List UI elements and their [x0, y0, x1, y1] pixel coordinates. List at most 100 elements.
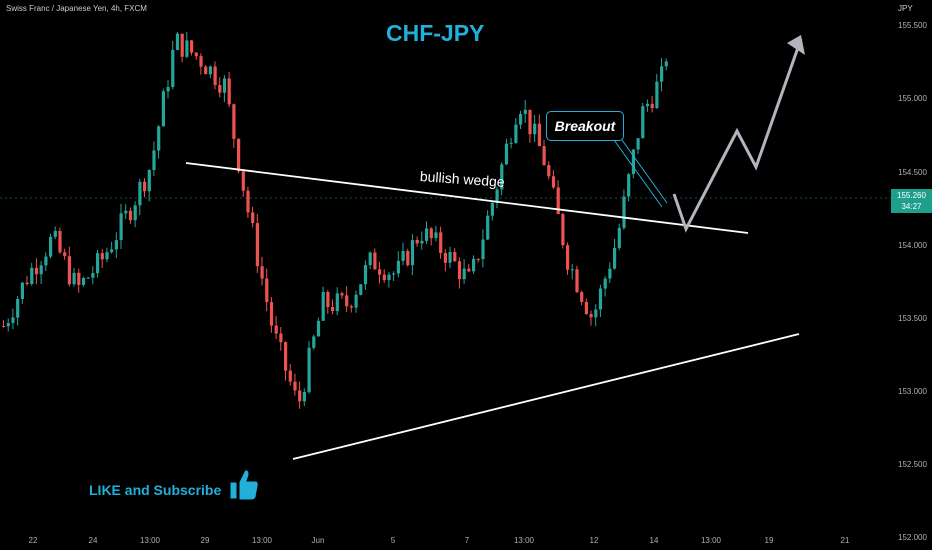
candle-body — [523, 109, 527, 114]
candle-body — [49, 236, 53, 257]
candle-body — [161, 91, 165, 127]
candle-body — [288, 370, 292, 382]
candle-body — [316, 320, 321, 337]
candle-body — [575, 269, 579, 293]
candle-body — [246, 190, 250, 213]
candle-body — [641, 106, 645, 139]
currency-label: JPY — [898, 4, 913, 13]
candle-body — [603, 278, 607, 289]
chart-title: CHF-JPY — [386, 20, 485, 46]
breakout-callout: Breakout — [546, 111, 624, 141]
candle-body — [401, 250, 405, 261]
candle-body — [650, 103, 654, 109]
candle-body — [566, 245, 570, 270]
candle-body — [307, 347, 311, 393]
candle-body — [443, 253, 447, 263]
candle-body — [406, 250, 410, 266]
candle-body — [110, 249, 114, 253]
candle-body — [429, 228, 433, 239]
candle-body — [528, 109, 532, 135]
candle-body — [462, 268, 466, 280]
candle-body — [152, 150, 156, 171]
candle-body — [453, 252, 457, 262]
candle-body — [500, 164, 504, 190]
last-price-tag: 155.260 34:27 — [891, 189, 932, 213]
candle-body — [269, 302, 274, 326]
price-tick-label: 154.000 — [898, 240, 927, 250]
candle-body — [570, 269, 574, 271]
last-price: 155.260 — [897, 191, 926, 200]
price-tick-label: 153.500 — [898, 313, 927, 323]
time-tick-label: 22 — [28, 536, 38, 545]
candle-body — [368, 252, 372, 266]
time-tick-label: 13:00 — [139, 536, 161, 545]
candle-body — [439, 232, 443, 254]
candle-body — [20, 282, 24, 299]
candle-body — [551, 176, 556, 188]
candle-body — [448, 252, 452, 263]
candle-body — [284, 342, 288, 371]
candle-body — [204, 66, 208, 75]
candle-body — [533, 123, 537, 135]
candle-body — [457, 261, 462, 280]
like-subscribe-text: LIKE and Subscribe — [89, 482, 222, 498]
candle-body — [312, 336, 316, 348]
candle-body — [302, 392, 306, 402]
price-tick-label: 155.000 — [898, 94, 927, 104]
time-tick-label: 5 — [390, 536, 396, 545]
candle-body — [63, 252, 67, 257]
time-tick-label: 13:00 — [700, 536, 722, 545]
candle-body — [53, 230, 57, 237]
candle-body — [77, 272, 81, 285]
candle-body — [472, 258, 476, 272]
time-tick-label: 13:00 — [513, 536, 535, 545]
candle-body — [396, 260, 400, 274]
candle-body — [208, 66, 212, 75]
candle-body — [143, 181, 147, 192]
candle-body — [467, 268, 471, 272]
candle-body — [387, 274, 391, 281]
candle-body — [664, 61, 668, 67]
price-tick-label: 152.500 — [898, 459, 927, 469]
bar-countdown: 34:27 — [901, 202, 922, 211]
price-tick-label: 153.000 — [898, 386, 927, 396]
candle-body — [175, 33, 180, 50]
candle-body — [213, 66, 217, 85]
candle-body — [425, 228, 429, 241]
candle-body — [274, 325, 278, 334]
candle-body — [6, 322, 10, 327]
candle-body — [519, 113, 523, 125]
candle-body — [2, 326, 6, 328]
candle-body — [495, 189, 499, 203]
candle-body — [476, 258, 480, 260]
candle-body — [72, 272, 76, 285]
wedge-upper-line — [185, 162, 749, 234]
candle-body — [227, 78, 231, 105]
candle-body — [490, 202, 494, 216]
time-tick-label: 13:00 — [251, 536, 273, 545]
candle-body — [486, 215, 490, 240]
candle-body — [190, 40, 194, 53]
candle-body — [537, 123, 541, 147]
candle-body — [241, 171, 245, 191]
breakout-pointer — [613, 139, 663, 208]
candle-body — [180, 33, 184, 57]
candle-body — [255, 223, 259, 267]
candle-body — [547, 165, 551, 177]
candle-body — [655, 81, 659, 109]
candle-body — [133, 205, 137, 221]
candle-body — [410, 240, 415, 266]
time-tick-label: 19 — [764, 536, 774, 545]
candle-body — [128, 210, 133, 221]
candle-body — [504, 143, 509, 165]
candle-body — [34, 267, 39, 275]
candle-body — [166, 87, 170, 92]
candle-body — [335, 293, 339, 312]
candle-body — [636, 138, 640, 150]
candle-body — [415, 240, 419, 244]
candle-body — [58, 230, 62, 253]
time-tick-label: 7 — [464, 536, 470, 545]
candle-body — [222, 78, 227, 93]
candle-body — [39, 265, 43, 275]
